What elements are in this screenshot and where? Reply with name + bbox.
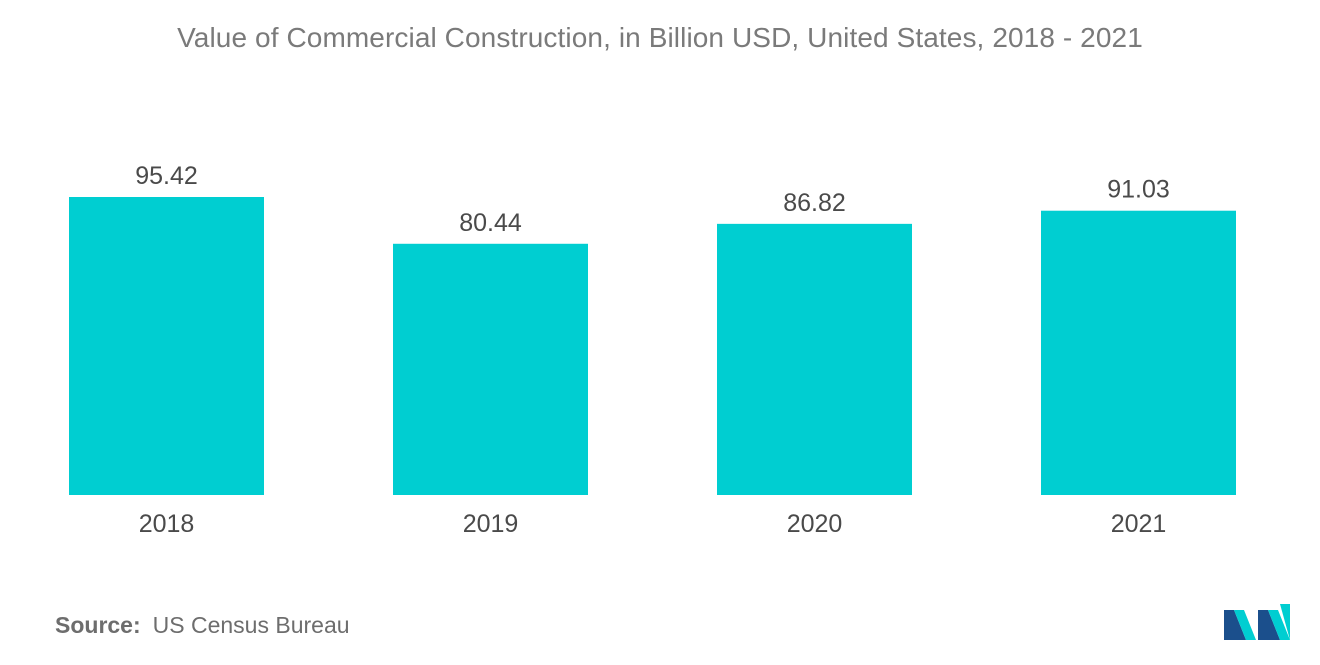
x-tick-label-2018: 2018 <box>139 510 195 538</box>
bar-value-label-2020: 86.82 <box>783 189 846 217</box>
mordor-intelligence-logo-icon <box>1224 604 1290 640</box>
bar-2018 <box>69 197 264 495</box>
bar-2020 <box>717 223 912 496</box>
source-note: Source: US Census Bureau <box>55 612 350 639</box>
bar-2021 <box>1041 210 1236 495</box>
x-tick-label-2020: 2020 <box>787 510 843 538</box>
bar-2019 <box>393 243 588 495</box>
bar-value-label-2021: 91.03 <box>1107 176 1170 204</box>
source-text: US Census Bureau <box>152 612 350 638</box>
bar-value-label-2018: 95.42 <box>135 162 198 190</box>
chart-title: Value of Commercial Construction, in Bil… <box>177 22 1143 53</box>
source-label: Source: <box>55 612 141 638</box>
x-tick-label-2019: 2019 <box>463 510 519 538</box>
bars-layer: 95.42 2018 80.44 2019 86.82 2020 91.03 2021 <box>69 162 1236 538</box>
x-tick-label-2021: 2021 <box>1111 510 1167 538</box>
bar-chart: 95.42 2018 80.44 2019 86.82 2020 91.03 2021 <box>69 162 1236 538</box>
bar-value-label-2019: 80.44 <box>459 209 522 237</box>
